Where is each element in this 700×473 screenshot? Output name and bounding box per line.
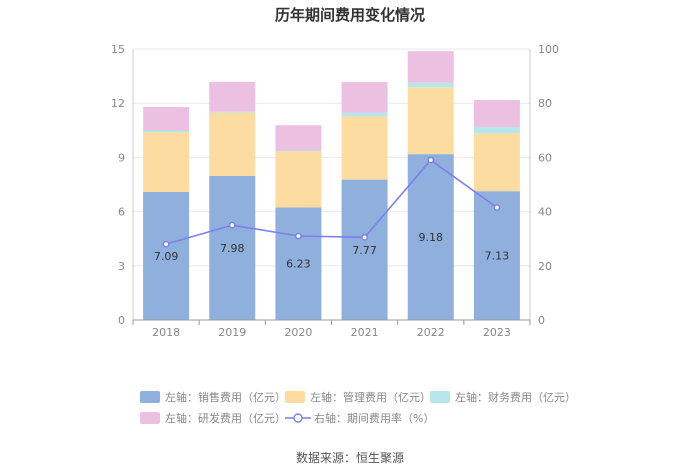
data-label: 7.77 <box>352 244 377 257</box>
left-axis-tick: 9 <box>118 151 125 164</box>
bar-segment-s3 <box>407 51 454 83</box>
line-path <box>165 159 498 245</box>
legend-label: 左轴：销售费用（亿元） <box>165 391 286 404</box>
legend-swatch <box>140 391 160 403</box>
line-point <box>361 234 368 241</box>
bar-segment-s1 <box>341 116 388 180</box>
legend-line-marker <box>293 413 303 423</box>
right-axis-tick: 0 <box>538 314 545 327</box>
x-axis-tick: 2022 <box>417 326 445 339</box>
left-axis-tick: 3 <box>118 260 125 273</box>
right-axis-tick: 80 <box>538 97 552 110</box>
legend-item[interactable]: 左轴：销售费用（亿元） <box>140 389 286 405</box>
bar-segment-s0 <box>407 154 454 320</box>
bar-segment-s3 <box>275 125 322 151</box>
legend-swatch <box>430 391 450 403</box>
bar-segment-s0 <box>341 179 388 320</box>
bar-segment-s2 <box>275 150 322 152</box>
legend-line-icon <box>285 413 311 423</box>
data-label: 9.18 <box>419 231 444 244</box>
data-label: 7.09 <box>154 250 179 263</box>
x-axis-tick: 2019 <box>218 326 246 339</box>
right-axis-tick: 100 <box>538 43 559 56</box>
left-axis-tick: 15 <box>111 43 125 56</box>
legend-label: 左轴：研发费用（亿元） <box>165 412 286 425</box>
line-point <box>162 240 170 248</box>
data-label: 7.98 <box>220 242 245 255</box>
legend-swatch <box>285 391 305 403</box>
bar-segment-s3 <box>473 99 520 128</box>
bar-segment-s2 <box>473 127 520 134</box>
right-axis-tick: 20 <box>538 260 552 273</box>
bar-segment-s0 <box>473 191 520 320</box>
bars <box>143 51 520 320</box>
bar-segment-s2 <box>407 82 454 88</box>
legend-label: 左轴：财务费用（亿元） <box>455 391 576 404</box>
bar-segment-s2 <box>143 130 190 133</box>
left-axis-tick: 0 <box>118 314 125 327</box>
bar-segment-s1 <box>143 132 190 192</box>
bar-segment-s3 <box>341 82 388 113</box>
axes: 0 3 6 9 12 15 0 20 40 60 80 100 2018 2019 2020 2021 2022… <box>111 43 559 339</box>
x-axis-tick: 2023 <box>483 326 511 339</box>
data-label: 6.23 <box>286 258 311 271</box>
bar-segment-s0 <box>209 175 256 320</box>
gridlines <box>133 48 530 267</box>
bar-segment-s2 <box>341 112 388 117</box>
bar-segment-s2 <box>209 111 256 113</box>
left-axis-tick: 6 <box>118 206 125 219</box>
bar-segment-s1 <box>473 133 520 192</box>
bar-segment-s1 <box>209 112 256 176</box>
data-labels: 7.09 7.98 6.23 7.77 9.18 7.13 <box>154 231 509 271</box>
bar-segment-s3 <box>209 81 256 112</box>
line-point <box>427 156 435 164</box>
bar-segment-s0 <box>275 207 322 320</box>
bar-segment-s0 <box>143 191 190 320</box>
source-note: 数据来源：恒生聚源 <box>295 451 404 465</box>
bar-segment-s3 <box>143 106 190 131</box>
legend-swatch <box>140 412 160 424</box>
legend-item[interactable]: 右轴：期间费用率（%） <box>285 410 434 426</box>
line-point <box>295 232 302 240</box>
x-axis-tick: 2021 <box>351 326 379 339</box>
line-point <box>228 221 236 229</box>
legend-label: 左轴：管理费用（亿元） <box>310 391 431 404</box>
x-axis-tick: 2020 <box>284 326 312 339</box>
x-axis-tick: 2018 <box>152 326 180 339</box>
right-axis-tick: 40 <box>538 206 552 219</box>
left-axis-tick: 12 <box>111 97 125 110</box>
legend-item[interactable]: 左轴：管理费用（亿元） <box>285 389 431 405</box>
legend-item[interactable]: 左轴：财务费用（亿元） <box>430 389 576 405</box>
expense-rate-line <box>162 156 501 248</box>
line-point <box>493 204 501 211</box>
chart-title: 历年期间费用变化情况 <box>274 6 425 24</box>
bar-segment-s1 <box>407 87 454 155</box>
data-label: 7.13 <box>485 250 510 263</box>
bar-segment-s1 <box>275 151 322 208</box>
legend-item[interactable]: 左轴：研发费用（亿元） <box>140 410 286 426</box>
legend-label: 右轴：期间费用率（%） <box>314 412 435 425</box>
right-axis-tick: 60 <box>538 151 552 164</box>
